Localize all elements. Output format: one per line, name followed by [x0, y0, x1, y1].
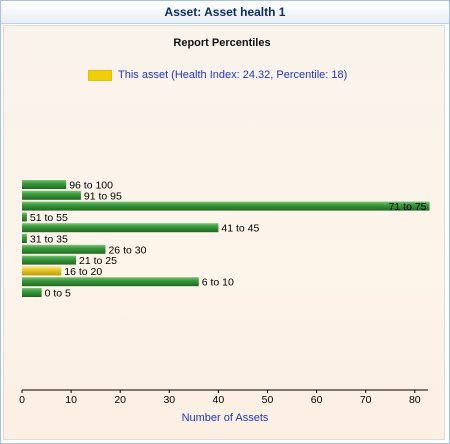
bar-label: 21 to 25 [79, 255, 117, 267]
bar [22, 180, 67, 189]
bar [22, 190, 81, 200]
x-tick-label: 30 [163, 394, 175, 406]
x-tick-label: 20 [114, 394, 126, 406]
bar [22, 255, 77, 265]
bar [22, 223, 219, 233]
chart-title: Report Percentiles [173, 37, 271, 49]
bar-label: 26 to 30 [108, 244, 146, 256]
bar-label: 71 to 75 [389, 201, 427, 213]
legend-swatch [88, 69, 112, 81]
chart-legend: This asset (Health Index: 24.32, Percent… [88, 68, 347, 82]
x-tick-label: 10 [65, 394, 77, 406]
window-title: Asset: Asset health 1 [164, 5, 286, 19]
bar [22, 277, 199, 287]
bar-label: 96 to 100 [69, 180, 113, 192]
legend-label: This asset (Health Index: 24.32, Percent… [118, 69, 348, 81]
bar-label: 91 to 95 [84, 190, 122, 202]
bar-label: 51 to 55 [30, 212, 68, 224]
bar-highlight [22, 266, 62, 276]
x-tick-label: 60 [311, 394, 323, 406]
bar [22, 201, 430, 211]
bar [22, 288, 42, 297]
bar-label: 31 to 35 [30, 234, 68, 246]
window-titlebar: Asset: Asset health 1 [1, 1, 449, 24]
x-tick-label: 50 [262, 394, 274, 406]
x-tick-label: 0 [19, 394, 25, 406]
x-tick-label: 40 [213, 394, 225, 406]
bar-label: 0 to 5 [45, 288, 71, 300]
chart-panel [3, 25, 445, 440]
bar [22, 244, 106, 254]
bar-label: 16 to 20 [64, 266, 102, 278]
bar [22, 212, 27, 222]
bar-label: 41 to 45 [221, 223, 259, 235]
bar [22, 234, 27, 243]
x-tick-label: 80 [409, 394, 421, 406]
bar-label: 6 to 10 [202, 277, 234, 289]
x-axis-label: Number of Assets [181, 412, 269, 424]
x-tick-label: 70 [360, 394, 372, 406]
